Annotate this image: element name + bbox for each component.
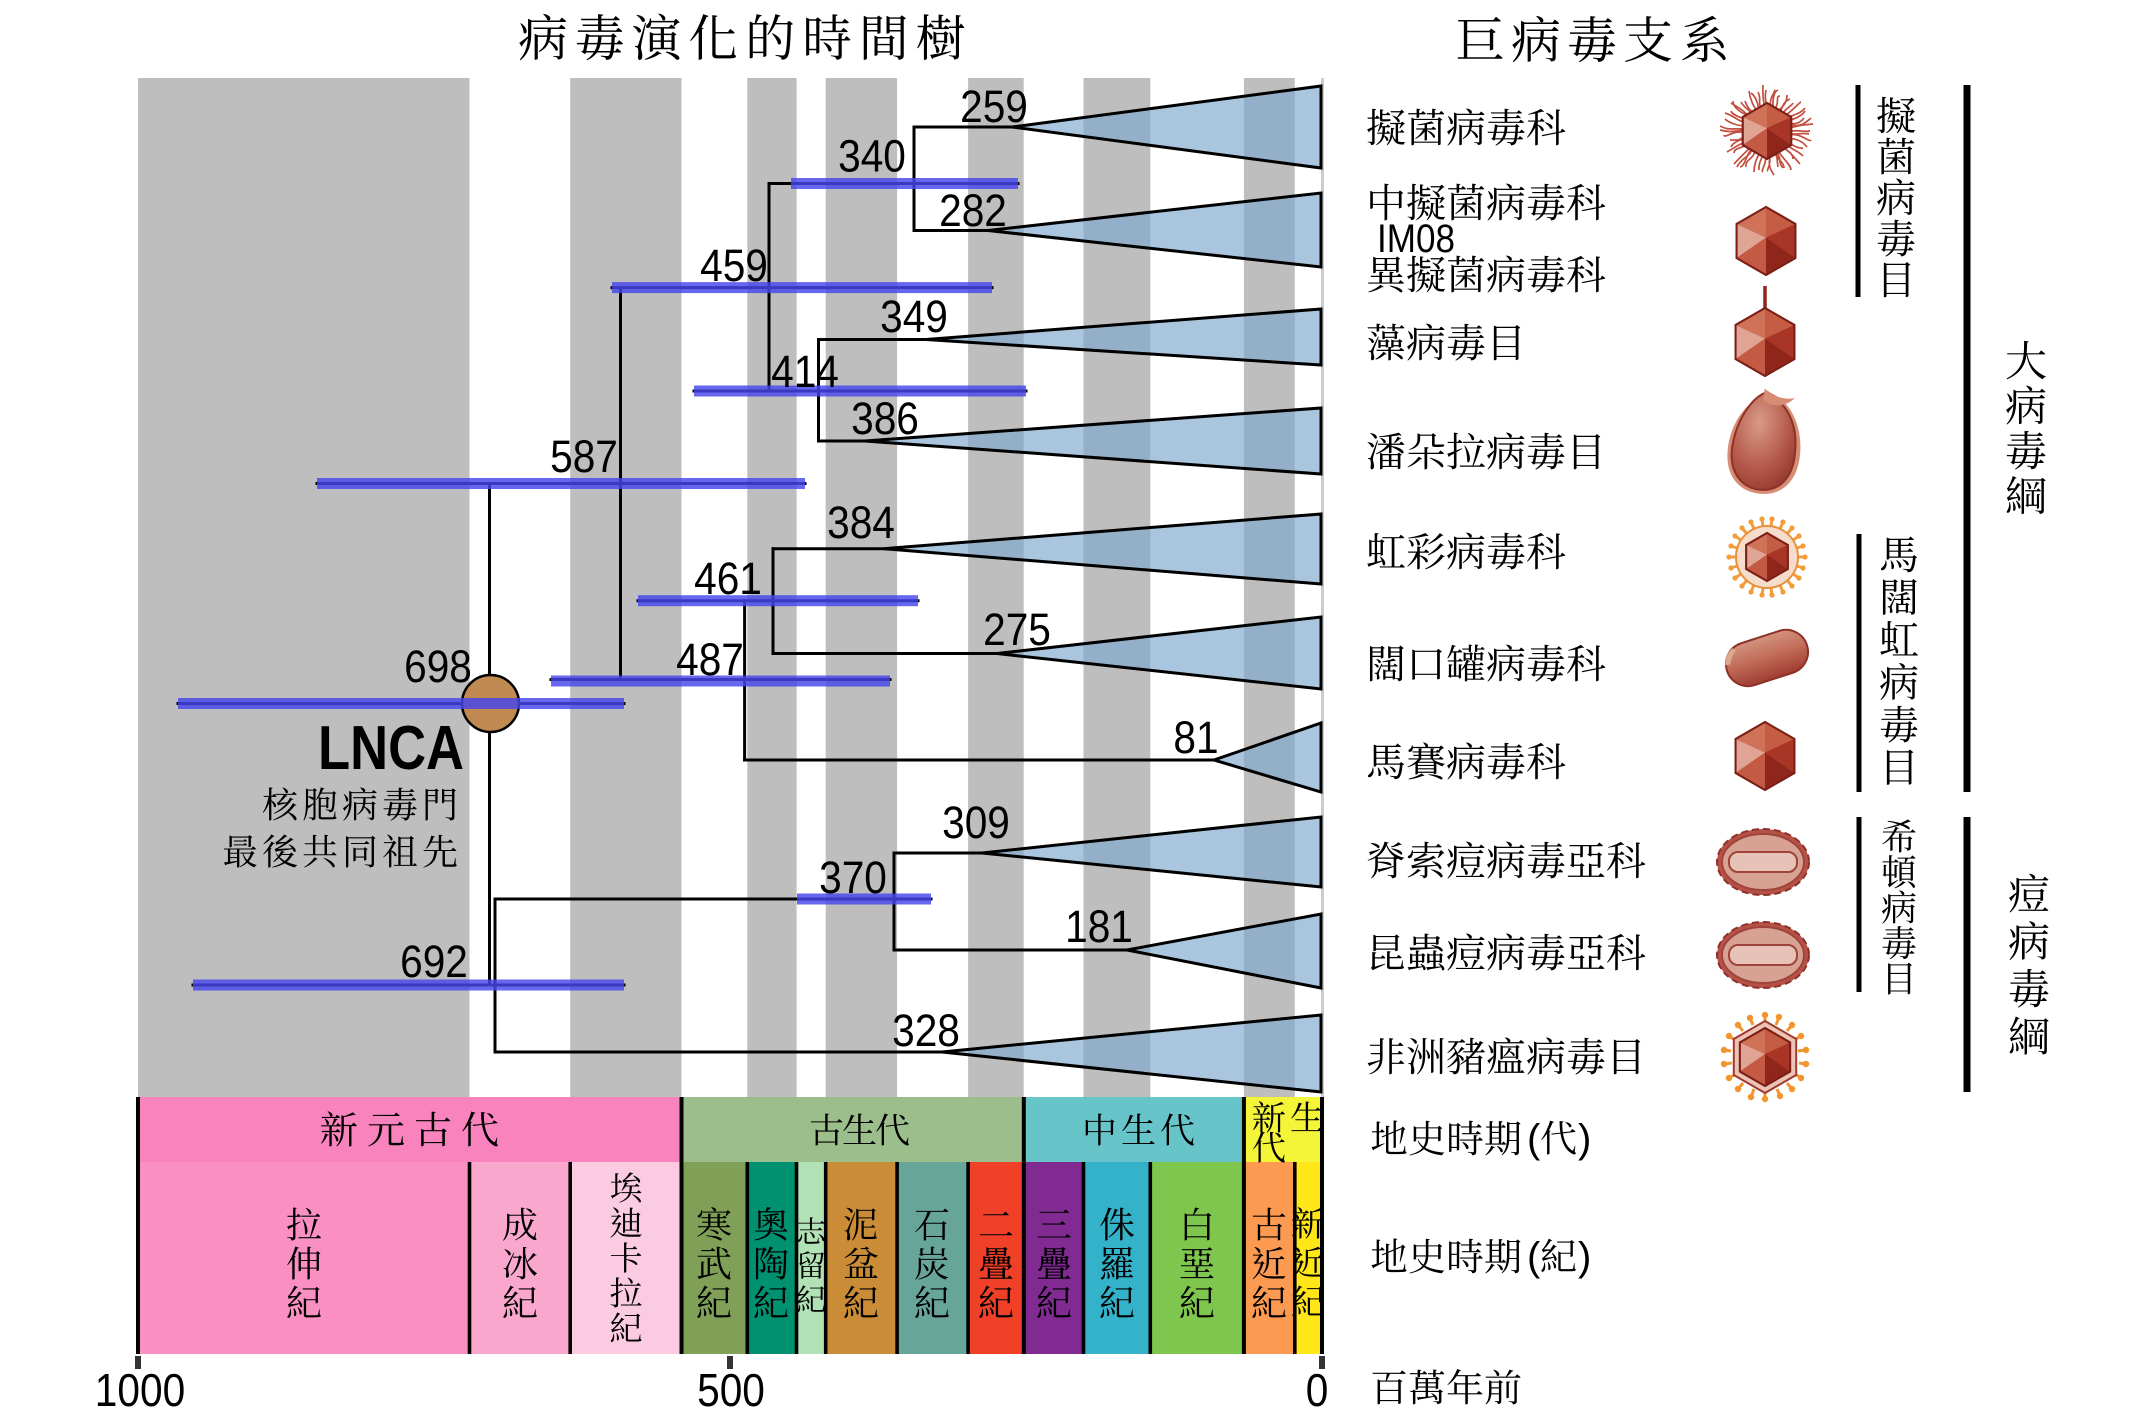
svg-text:328: 328 — [892, 1005, 960, 1056]
svg-text:181: 181 — [1065, 901, 1133, 952]
svg-text:698: 698 — [404, 641, 472, 692]
svg-text:): ) — [1578, 1117, 1591, 1161]
svg-text:282: 282 — [939, 185, 1007, 236]
svg-text:459: 459 — [700, 240, 768, 291]
svg-text:275: 275 — [983, 604, 1051, 655]
svg-text:81: 81 — [1173, 712, 1218, 763]
svg-text:487: 487 — [676, 634, 744, 685]
svg-text:259: 259 — [960, 81, 1028, 132]
svg-text:500: 500 — [697, 1364, 765, 1416]
svg-text:587: 587 — [550, 431, 618, 482]
svg-text:0: 0 — [1306, 1364, 1329, 1416]
svg-text:384: 384 — [827, 497, 895, 548]
svg-text:309: 309 — [942, 797, 1010, 848]
svg-text:414: 414 — [771, 346, 839, 397]
svg-text:): ) — [1578, 1235, 1591, 1279]
svg-text:370: 370 — [819, 852, 887, 903]
svg-text:(: ( — [1527, 1235, 1541, 1279]
svg-text:692: 692 — [400, 936, 468, 987]
svg-text:LNCA: LNCA — [318, 714, 464, 783]
svg-text:IM08: IM08 — [1377, 217, 1455, 261]
svg-text:340: 340 — [838, 131, 906, 182]
svg-text:349: 349 — [880, 291, 948, 342]
svg-text:(: ( — [1527, 1117, 1541, 1161]
svg-text:386: 386 — [851, 393, 919, 444]
svg-text:461: 461 — [694, 553, 762, 604]
svg-text:1000: 1000 — [95, 1364, 185, 1416]
